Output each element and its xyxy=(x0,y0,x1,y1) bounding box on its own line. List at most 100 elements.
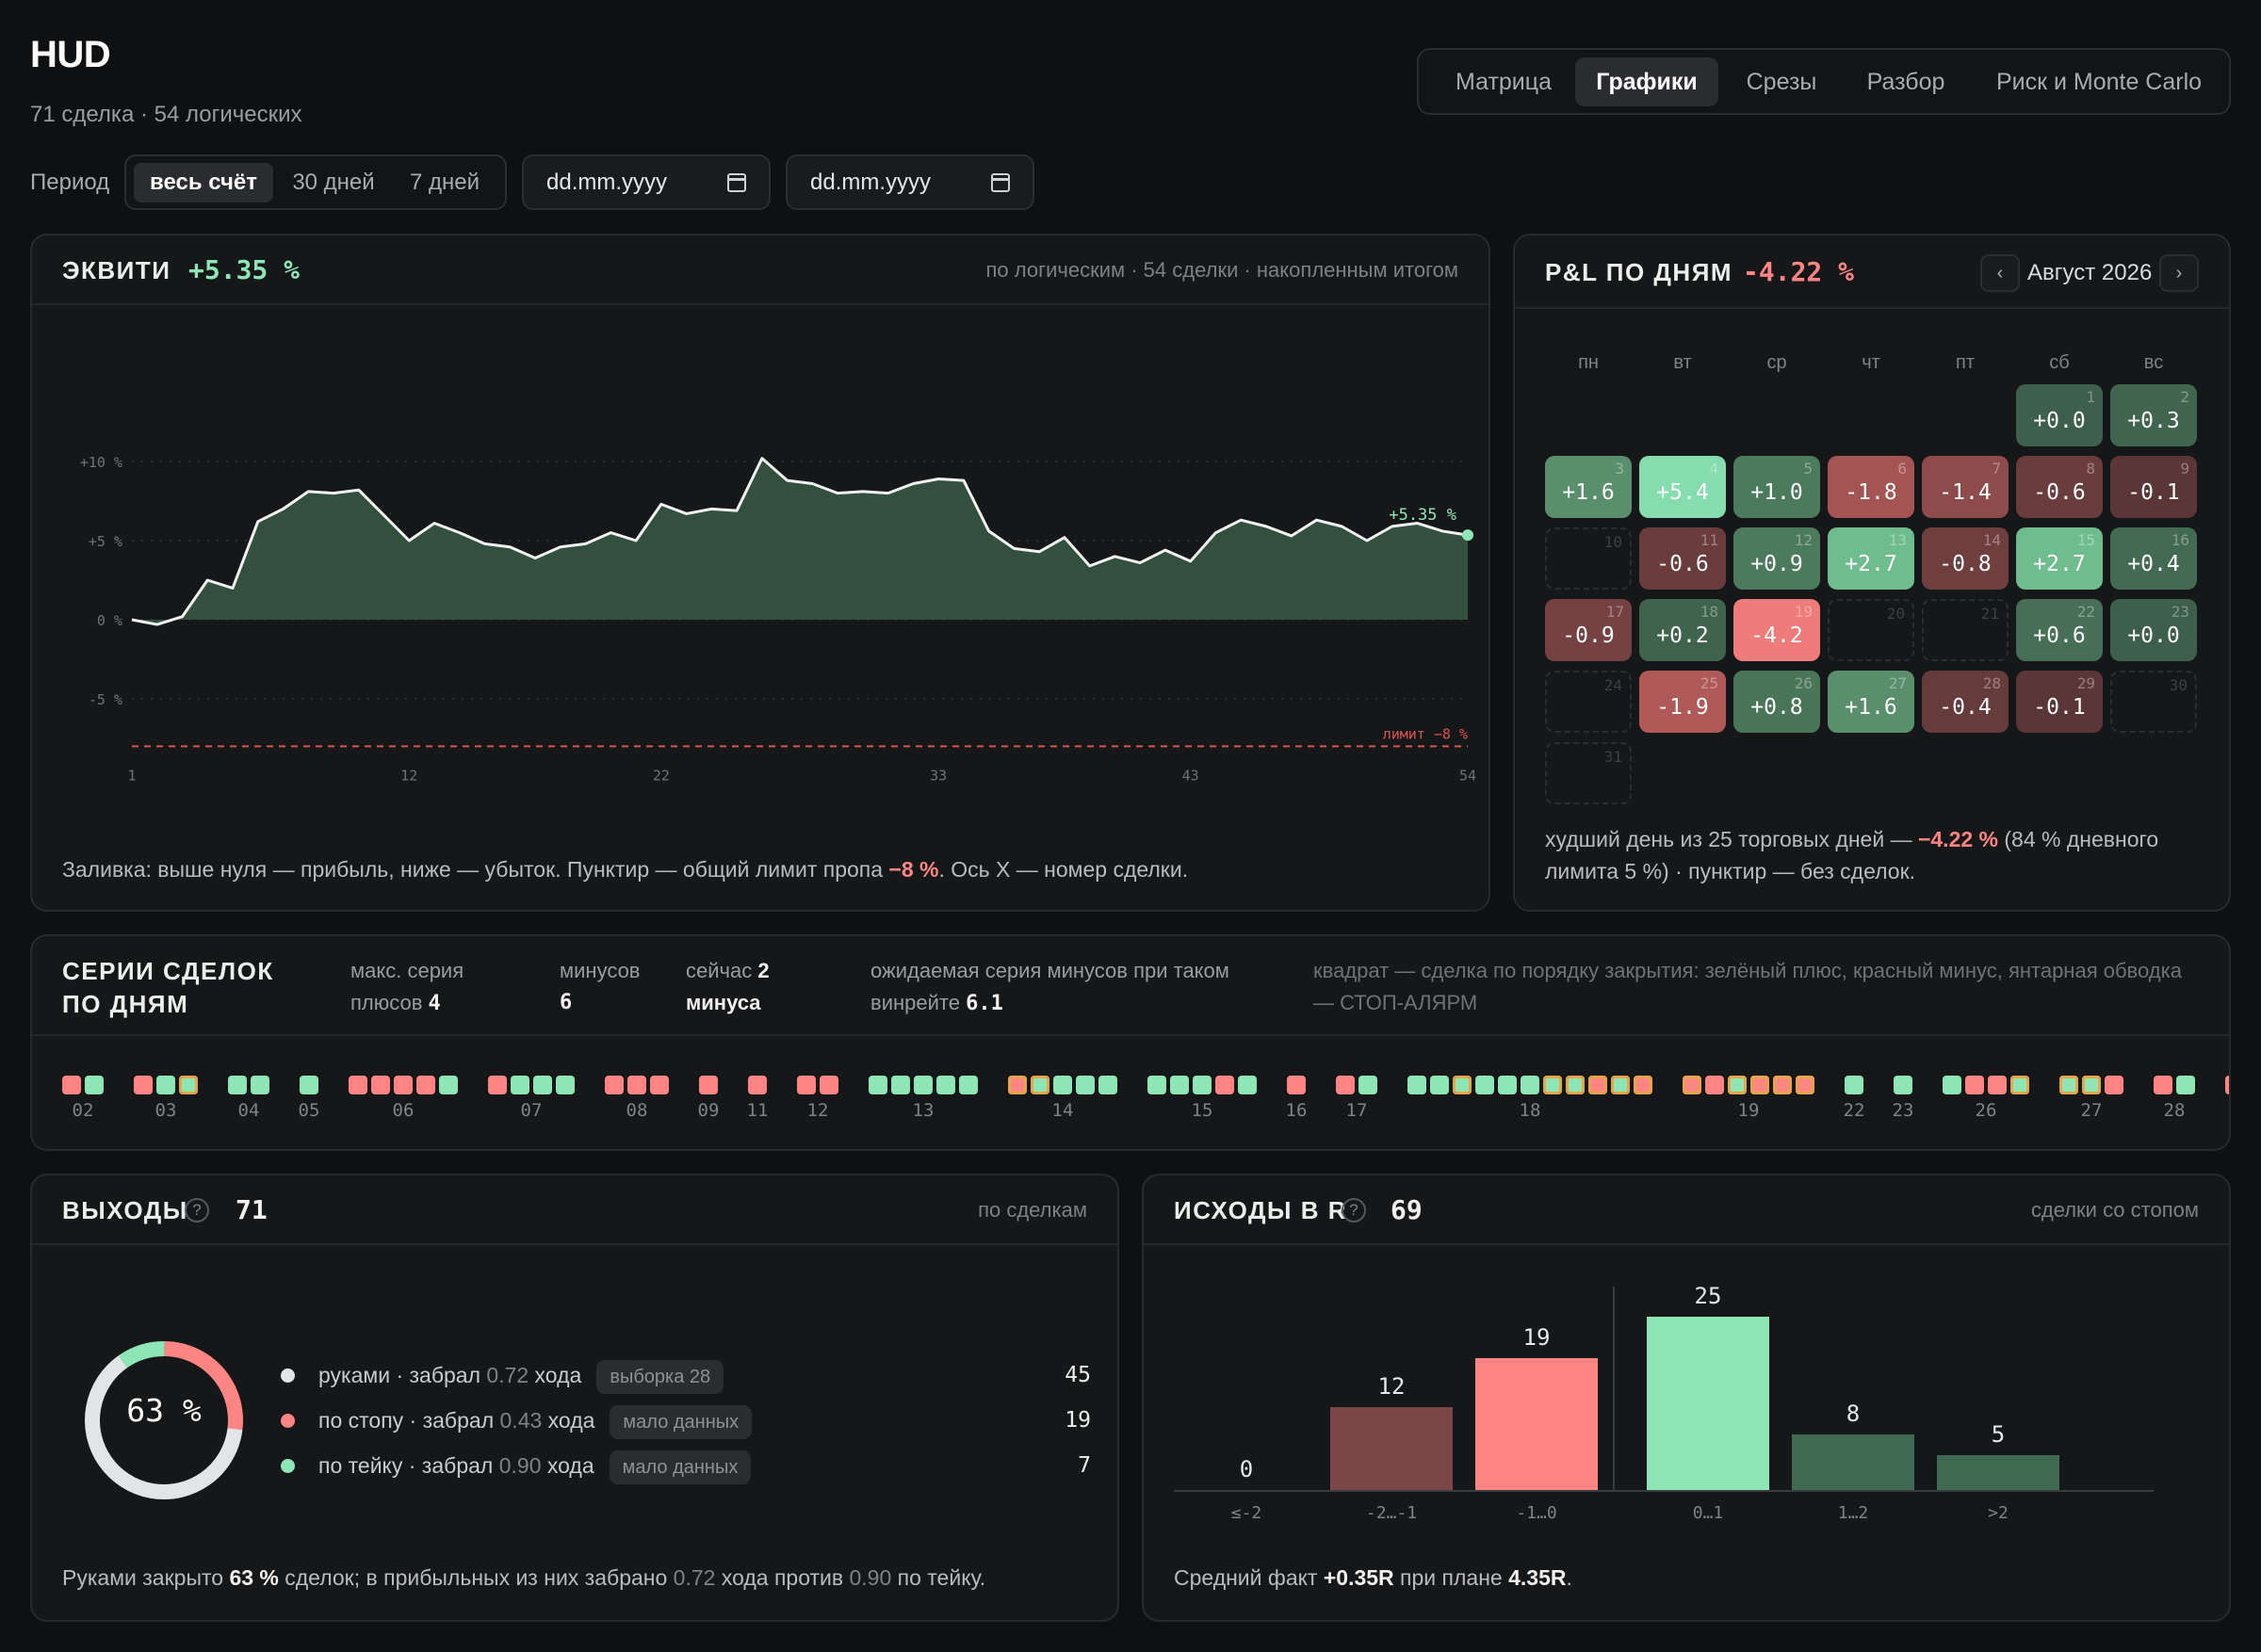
trade-square[interactable] xyxy=(251,1076,269,1094)
period-option-7d[interactable]: 7 дней xyxy=(409,170,480,195)
trade-square[interactable] xyxy=(1750,1076,1769,1094)
trade-square[interactable] xyxy=(1796,1076,1814,1094)
trade-square[interactable] xyxy=(2225,1076,2229,1094)
trade-square[interactable] xyxy=(511,1076,529,1094)
period-option-30d[interactable]: 30 дней xyxy=(292,170,375,195)
trade-square[interactable] xyxy=(1988,1076,2007,1094)
date-from-input[interactable]: dd.mm.yyyy xyxy=(522,154,771,210)
tab-matrix[interactable]: Матрица xyxy=(1455,69,1552,95)
trade-square[interactable] xyxy=(1031,1076,1049,1094)
trade-square[interactable] xyxy=(1098,1076,1117,1094)
trade-square[interactable] xyxy=(699,1076,718,1094)
day-cell-4[interactable]: 4 +5.4 xyxy=(1639,456,1726,518)
trade-square[interactable] xyxy=(156,1076,175,1094)
day-cell-16[interactable]: 16 +0.4 xyxy=(2110,527,2197,590)
trade-square[interactable] xyxy=(416,1076,435,1094)
trade-square[interactable] xyxy=(797,1076,816,1094)
trade-square[interactable] xyxy=(1215,1076,1234,1094)
trade-square[interactable] xyxy=(85,1076,104,1094)
help-icon[interactable]: ? xyxy=(185,1198,209,1223)
trade-square[interactable] xyxy=(1894,1076,1912,1094)
date-to-input[interactable]: dd.mm.yyyy xyxy=(786,154,1034,210)
day-cell-13[interactable]: 13 +2.7 xyxy=(1828,527,1914,590)
trade-square[interactable] xyxy=(605,1076,624,1094)
trade-square[interactable] xyxy=(1358,1076,1377,1094)
tab-review[interactable]: Разбор xyxy=(1866,69,1945,95)
day-cell-9[interactable]: 9 -0.1 xyxy=(2110,456,2197,518)
trade-square[interactable] xyxy=(1170,1076,1189,1094)
month-next-button[interactable]: › xyxy=(2159,254,2199,292)
day-cell-18[interactable]: 18 +0.2 xyxy=(1639,599,1726,661)
trade-square[interactable] xyxy=(1965,1076,1984,1094)
day-cell-14[interactable]: 14 -0.8 xyxy=(1922,527,2009,590)
trade-square[interactable] xyxy=(914,1076,933,1094)
trade-square[interactable] xyxy=(394,1076,413,1094)
trade-square[interactable] xyxy=(1543,1076,1562,1094)
trade-square[interactable] xyxy=(1683,1076,1701,1094)
trade-square[interactable] xyxy=(1193,1076,1212,1094)
trade-square[interactable] xyxy=(439,1076,458,1094)
tab-charts[interactable]: Графики xyxy=(1575,57,1718,106)
trade-square[interactable] xyxy=(748,1076,767,1094)
trade-square[interactable] xyxy=(1008,1076,1027,1094)
day-cell-3[interactable]: 3 +1.6 xyxy=(1545,456,1632,518)
help-icon[interactable]: ? xyxy=(1342,1198,1366,1223)
day-cell-17[interactable]: 17 -0.9 xyxy=(1545,599,1632,661)
trade-square[interactable] xyxy=(650,1076,669,1094)
trade-square[interactable] xyxy=(556,1076,575,1094)
trade-square[interactable] xyxy=(959,1076,978,1094)
trade-square[interactable] xyxy=(1728,1076,1747,1094)
trade-square[interactable] xyxy=(1705,1076,1724,1094)
trade-square[interactable] xyxy=(2105,1076,2123,1094)
trade-square[interactable] xyxy=(1336,1076,1355,1094)
day-cell-6[interactable]: 6 -1.8 xyxy=(1828,456,1914,518)
day-cell-22[interactable]: 22 +0.6 xyxy=(2016,599,2103,661)
day-cell-11[interactable]: 11 -0.6 xyxy=(1639,527,1726,590)
trade-square[interactable] xyxy=(349,1076,367,1094)
trade-square[interactable] xyxy=(62,1076,81,1094)
day-cell-12[interactable]: 12 +0.9 xyxy=(1733,527,1820,590)
trade-square[interactable] xyxy=(1407,1076,1426,1094)
trade-square[interactable] xyxy=(1521,1076,1539,1094)
day-cell-19[interactable]: 19 -4.2 xyxy=(1733,599,1820,661)
day-cell-7[interactable]: 7 -1.4 xyxy=(1922,456,2009,518)
period-option-all[interactable]: весь счёт xyxy=(134,163,273,202)
day-cell-15[interactable]: 15 +2.7 xyxy=(2016,527,2103,590)
trade-square[interactable] xyxy=(1287,1076,1306,1094)
tab-slices[interactable]: Срезы xyxy=(1746,69,1817,95)
trade-square[interactable] xyxy=(2082,1076,2101,1094)
day-cell-28[interactable]: 28 -0.4 xyxy=(1922,671,2009,733)
trade-square[interactable] xyxy=(627,1076,646,1094)
trade-square[interactable] xyxy=(1943,1076,1961,1094)
calendar-icon[interactable] xyxy=(727,173,746,192)
trade-square[interactable] xyxy=(2154,1076,2172,1094)
tab-risk-monte-carlo[interactable]: Риск и Monte Carlo xyxy=(1995,69,2203,95)
trade-square[interactable] xyxy=(2059,1076,2078,1094)
day-cell-27[interactable]: 27 +1.6 xyxy=(1828,671,1914,733)
trade-square[interactable] xyxy=(1147,1076,1166,1094)
day-cell-23[interactable]: 23 +0.0 xyxy=(2110,599,2197,661)
trade-square[interactable] xyxy=(1498,1076,1517,1094)
trade-square[interactable] xyxy=(300,1076,318,1094)
trade-square[interactable] xyxy=(1588,1076,1607,1094)
calendar-icon[interactable] xyxy=(991,173,1010,192)
trade-square[interactable] xyxy=(1566,1076,1585,1094)
day-cell-26[interactable]: 26 +0.8 xyxy=(1733,671,1820,733)
trade-square[interactable] xyxy=(1076,1076,1095,1094)
month-prev-button[interactable]: ‹ xyxy=(1980,254,2020,292)
trade-square[interactable] xyxy=(1773,1076,1792,1094)
day-cell-25[interactable]: 25 -1.9 xyxy=(1639,671,1726,733)
trade-square[interactable] xyxy=(533,1076,552,1094)
trade-square[interactable] xyxy=(869,1076,887,1094)
day-cell-29[interactable]: 29 -0.1 xyxy=(2016,671,2103,733)
day-cell-1[interactable]: 1 +0.0 xyxy=(2016,384,2103,446)
trade-square[interactable] xyxy=(820,1076,838,1094)
trade-square[interactable] xyxy=(1634,1076,1652,1094)
trade-square[interactable] xyxy=(1475,1076,1494,1094)
trade-square[interactable] xyxy=(1238,1076,1257,1094)
trade-square[interactable] xyxy=(2010,1076,2029,1094)
day-cell-8[interactable]: 8 -0.6 xyxy=(2016,456,2103,518)
day-cell-2[interactable]: 2 +0.3 xyxy=(2110,384,2197,446)
day-cell-5[interactable]: 5 +1.0 xyxy=(1733,456,1820,518)
trade-square[interactable] xyxy=(1611,1076,1630,1094)
